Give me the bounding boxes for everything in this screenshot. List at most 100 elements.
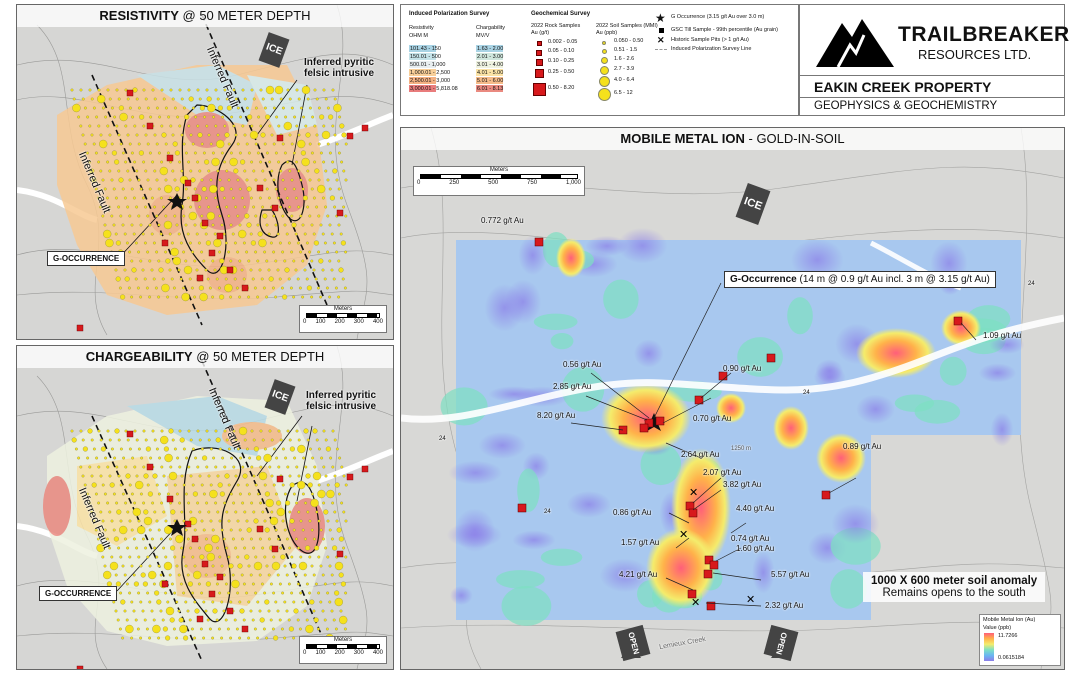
soil-sample-dot bbox=[234, 546, 238, 550]
soil-sample-dot bbox=[198, 510, 202, 514]
soil-sample-dot bbox=[278, 582, 282, 586]
soil-sample-dot bbox=[328, 528, 332, 532]
anomaly-open: Remains opens to the south bbox=[882, 587, 1026, 599]
soil-sample-dot bbox=[164, 178, 168, 182]
soil-sample-dot bbox=[184, 564, 188, 568]
soil-sample-dot bbox=[294, 537, 298, 541]
soil-sample-dot bbox=[315, 97, 319, 101]
soil-sample-dot bbox=[276, 196, 280, 200]
soil-sample-dot bbox=[229, 151, 233, 155]
heat-blob bbox=[830, 569, 867, 609]
soil-sample-dot bbox=[274, 223, 278, 227]
soil-sample-dot bbox=[204, 609, 208, 613]
soil-sample-dot bbox=[223, 124, 227, 128]
soil-sample-dot bbox=[130, 564, 134, 568]
soil-sample-dot bbox=[324, 438, 328, 442]
soil-sample-dot bbox=[110, 106, 114, 110]
legend-entry: 5.01 - 6.00 bbox=[477, 78, 504, 84]
soil-sample-dot bbox=[260, 277, 264, 281]
soil-sample-dot bbox=[319, 223, 323, 227]
soil-sample-dot bbox=[99, 205, 103, 209]
soil-sample-dot bbox=[180, 133, 184, 137]
soil-sample-dot bbox=[240, 159, 246, 165]
soil-sample-dot bbox=[329, 195, 335, 201]
soil-sample-dot bbox=[169, 617, 175, 623]
soil-sample-dot bbox=[229, 636, 233, 640]
soil-sample-dot bbox=[272, 214, 276, 218]
soil-sample-dot bbox=[103, 187, 107, 191]
soil-sample-dot bbox=[132, 196, 136, 200]
soil-sample-dot bbox=[160, 501, 164, 505]
soil-sample-dot bbox=[250, 429, 254, 433]
soil-sample-dot bbox=[178, 124, 182, 128]
soil-sample-dot bbox=[86, 115, 90, 119]
sample-grade-label: 1.57 g/t Au bbox=[621, 538, 660, 547]
soil-sample-dot bbox=[284, 115, 288, 119]
soil-sample-dot bbox=[310, 187, 314, 191]
soil-sample-dot bbox=[283, 223, 287, 227]
rock-sample-square bbox=[146, 463, 154, 471]
soil-sample-dot bbox=[270, 474, 274, 478]
soil-sample-dot bbox=[179, 437, 185, 443]
soil-sample-dot bbox=[157, 223, 161, 227]
soil-sample-dot bbox=[100, 446, 106, 452]
soil-sample-dot bbox=[86, 456, 90, 460]
soil-sample-dot bbox=[216, 97, 220, 101]
soil-sample-dot bbox=[218, 519, 222, 523]
soil-sample-dot bbox=[229, 157, 238, 167]
soil-sample-dot bbox=[209, 178, 213, 182]
soil-sample-dot bbox=[229, 223, 233, 227]
soil-sample-dot bbox=[159, 232, 163, 236]
soil-sample-dot bbox=[204, 537, 208, 541]
soil-sample-dot bbox=[205, 465, 209, 469]
soil-sample-dot bbox=[258, 609, 262, 613]
rock-sample-square bbox=[76, 324, 84, 332]
soil-sample-dot bbox=[259, 465, 263, 469]
soil-sample-dot bbox=[301, 492, 305, 496]
soil-sample-dot bbox=[207, 474, 211, 478]
soil-sample-dot bbox=[175, 564, 179, 568]
soil-sample-dot bbox=[190, 627, 194, 631]
soil-sample-dot bbox=[130, 492, 134, 496]
scale-tick: 0 bbox=[303, 650, 307, 656]
soil-sample-dot bbox=[274, 600, 278, 604]
soil-sample-dot bbox=[109, 482, 115, 488]
soil-sample-dot bbox=[322, 501, 326, 505]
soil-sample-dot bbox=[306, 438, 310, 442]
soil-sample-dot bbox=[245, 178, 249, 182]
soil-sample-dot bbox=[234, 97, 238, 101]
soil-sample-dot bbox=[162, 510, 166, 514]
soil-sample-dot bbox=[270, 169, 274, 173]
soil-sample-dot bbox=[211, 151, 215, 155]
soil-sample-dot bbox=[182, 483, 186, 487]
sample-grade-label: 0.90 g/t Au bbox=[723, 364, 762, 373]
soil-sample-dot bbox=[150, 268, 154, 272]
soil-sample-dot bbox=[149, 115, 153, 119]
rock-sample-square bbox=[146, 122, 154, 130]
heat-blob bbox=[540, 548, 583, 566]
soil-sample-dot bbox=[108, 97, 112, 101]
heat-blob bbox=[501, 585, 552, 626]
soil-sample-dot bbox=[115, 465, 119, 469]
soil-sample-dot bbox=[141, 537, 145, 541]
soil-sample-dot bbox=[179, 277, 183, 281]
soil-sample-dot bbox=[213, 573, 217, 577]
soil-sample-dot bbox=[317, 214, 321, 218]
soil-sample-dot bbox=[344, 519, 348, 523]
soil-sample-dot bbox=[159, 573, 163, 577]
soil-sample-dot bbox=[326, 250, 330, 254]
resistivity-title: RESISTIVITY @ 50 METER DEPTH bbox=[17, 5, 393, 27]
soil-sample-dot bbox=[223, 88, 227, 92]
legend-swatch bbox=[476, 77, 503, 84]
soil-sample-dot bbox=[171, 133, 175, 137]
sample-grade-label: 8.20 g/t Au bbox=[537, 411, 576, 420]
soil-sample-dot bbox=[106, 88, 110, 92]
soil-sample-dot bbox=[106, 124, 110, 128]
soil-sample-dot bbox=[114, 268, 118, 272]
soil-sample-dot bbox=[145, 627, 149, 631]
soil-sample-dot bbox=[180, 510, 184, 514]
soil-sample-dot bbox=[259, 617, 265, 623]
soil-sample-dot bbox=[270, 510, 274, 514]
soil-sample-dot bbox=[179, 241, 183, 245]
soil-sample-dot bbox=[155, 250, 159, 254]
